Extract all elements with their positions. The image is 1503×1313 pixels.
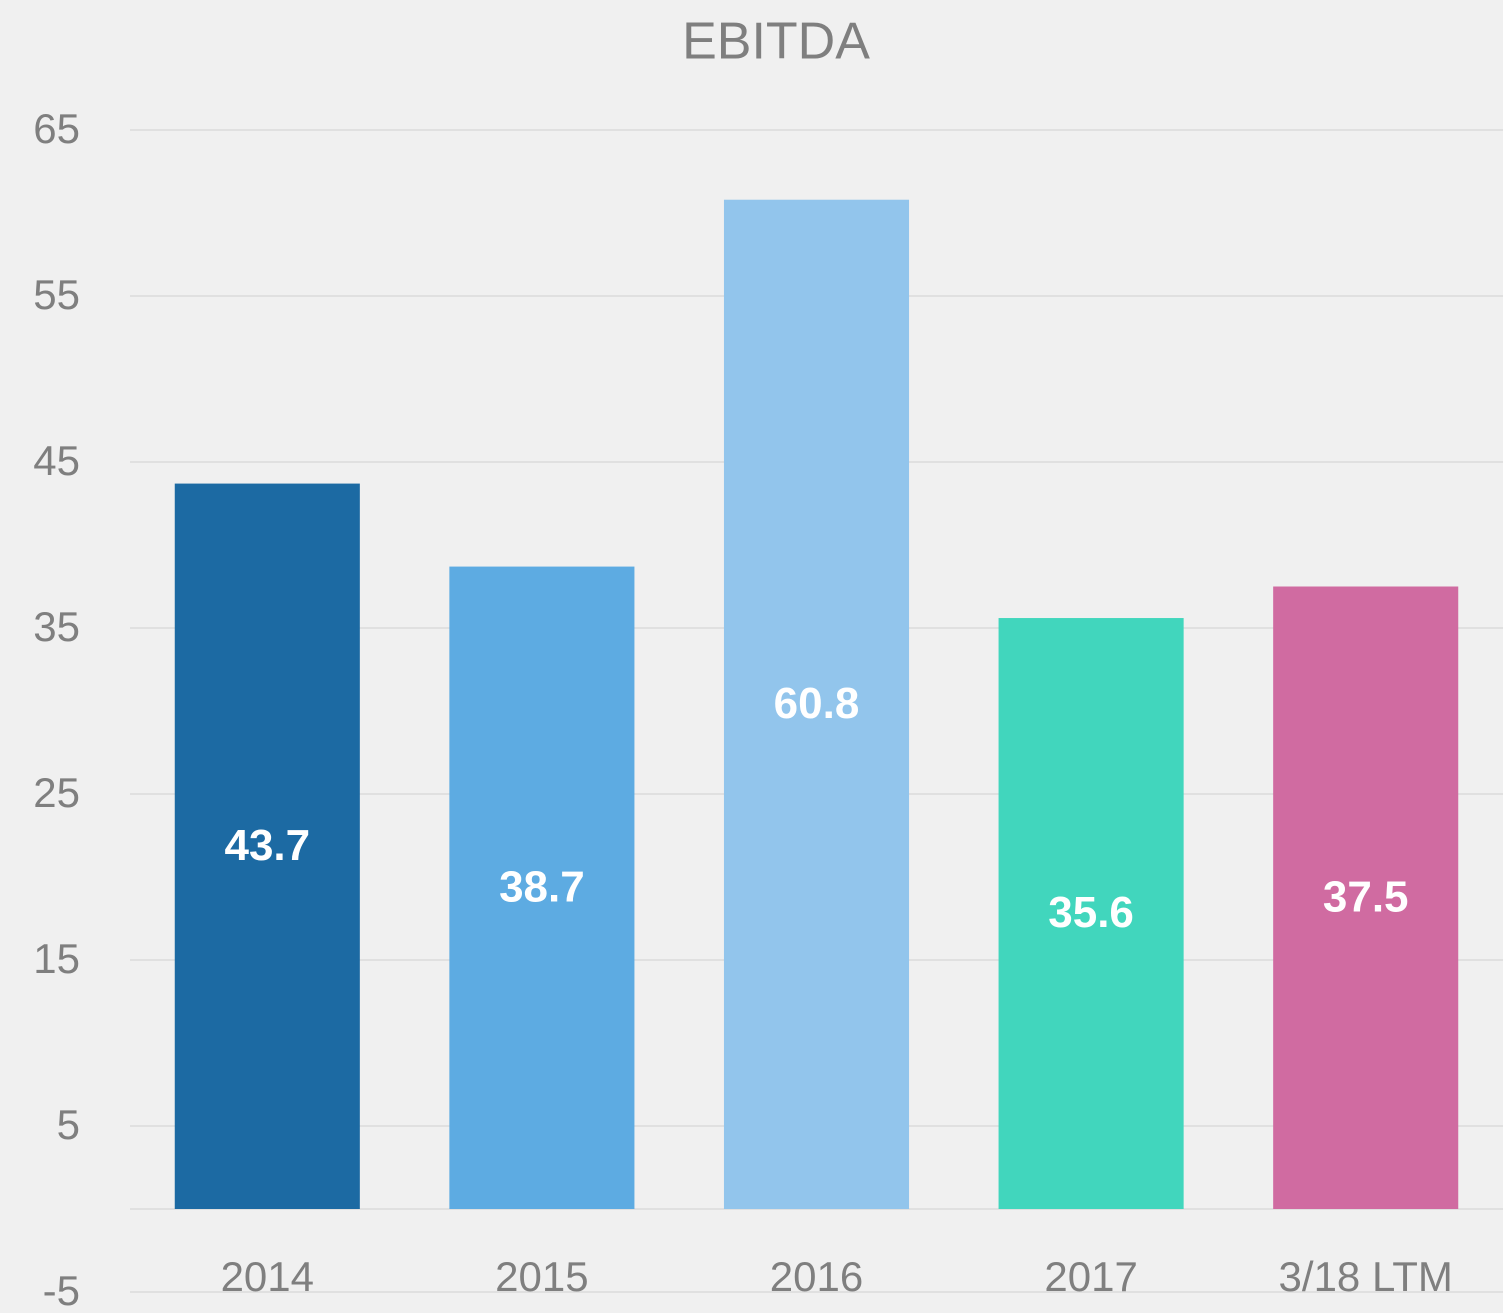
data-label: 43.7 [224, 821, 310, 870]
bar [174, 483, 360, 1210]
chart-title: EBITDA [682, 13, 870, 71]
data-label: 35.6 [1048, 888, 1134, 937]
bar [1273, 586, 1459, 1209]
bar [723, 199, 910, 1210]
y-tick-label: 5 [57, 1101, 80, 1148]
x-tick-label: 2017 [1044, 1253, 1137, 1300]
x-tick-label: 2014 [221, 1253, 314, 1300]
y-tick-label: 25 [33, 769, 80, 816]
x-tick-label: 2016 [770, 1253, 863, 1300]
y-tick-label: 45 [33, 437, 80, 484]
x-tick-label: 2015 [495, 1253, 588, 1300]
data-label: 60.8 [774, 679, 860, 728]
y-tick-label: 15 [33, 935, 80, 982]
bar [449, 566, 635, 1209]
bar [998, 618, 1184, 1209]
y-tick-label: 65 [33, 105, 80, 152]
y-tick-label: 55 [33, 271, 80, 318]
data-label: 37.5 [1323, 872, 1409, 921]
y-tick-label: -5 [43, 1267, 80, 1313]
x-tick-label: 3/18 LTM [1279, 1253, 1453, 1300]
data-label: 38.7 [499, 862, 585, 911]
y-tick-label: 35 [33, 603, 80, 650]
